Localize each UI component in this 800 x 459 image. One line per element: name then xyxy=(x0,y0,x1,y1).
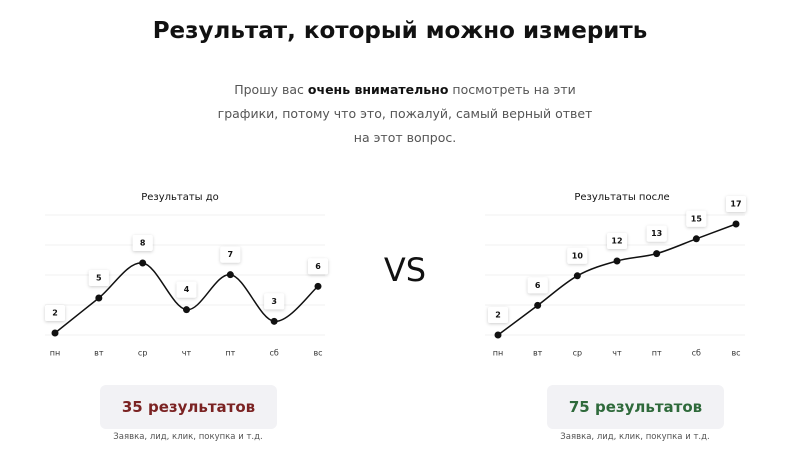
value-label: 6 xyxy=(315,262,321,271)
intro-bold: очень внимательно xyxy=(307,82,449,97)
value-label: 7 xyxy=(228,250,234,259)
point xyxy=(573,272,581,280)
label-box xyxy=(88,270,109,286)
label-box xyxy=(220,246,241,263)
point xyxy=(314,282,322,290)
point xyxy=(270,317,278,325)
label-box xyxy=(726,196,746,212)
value-label: 2 xyxy=(495,311,501,320)
label-box xyxy=(308,258,328,275)
label-box xyxy=(264,293,285,310)
point xyxy=(183,306,190,314)
value-label: 10 xyxy=(572,251,584,260)
label-box xyxy=(646,225,667,242)
value-label: 5 xyxy=(96,274,102,283)
label-box xyxy=(567,247,588,264)
value-label: 2 xyxy=(52,309,58,318)
x-tick-label: вт xyxy=(94,349,104,358)
vs: VS xyxy=(384,251,426,289)
x-tick-label: пн xyxy=(50,349,60,358)
x-tick-label: сб xyxy=(692,349,701,358)
point xyxy=(95,294,103,302)
point xyxy=(534,301,542,309)
x-tick-label: вт xyxy=(533,349,543,358)
value-label: 6 xyxy=(535,281,541,290)
intro: Прошу вас очень внимательно посмотреть н… xyxy=(215,78,595,150)
value-label: 13 xyxy=(651,229,662,238)
x-tick-label: сб xyxy=(269,349,278,358)
intro-text: посмотреть на эти графики, потому что эт… xyxy=(217,82,593,145)
x-tick-label: чт xyxy=(182,349,192,358)
x-tick-label: вс xyxy=(313,349,322,358)
value-label: 15 xyxy=(691,214,703,223)
label-box xyxy=(132,235,153,251)
label-box xyxy=(686,210,707,227)
point xyxy=(692,235,700,243)
value-label: 8 xyxy=(140,239,146,248)
point xyxy=(139,259,147,267)
label-box xyxy=(176,281,197,298)
point xyxy=(732,220,740,228)
chart-title: Результаты до xyxy=(141,192,219,203)
label-box xyxy=(607,233,627,249)
value-label: 3 xyxy=(271,297,277,306)
label-box xyxy=(45,305,65,321)
result-caption: Заявка, лид, клик, покупка и т.д. xyxy=(113,432,263,442)
result-box: 75 результатов xyxy=(547,385,724,429)
chart-title: Результаты после xyxy=(574,192,669,203)
value-label: 4 xyxy=(184,285,190,294)
x-tick-label: ср xyxy=(138,349,147,358)
label-box xyxy=(488,307,508,323)
heading: Результат, который можно измерить xyxy=(152,18,648,44)
point xyxy=(613,257,621,265)
x-tick-label: ср xyxy=(573,349,582,358)
x-tick-label: пт xyxy=(652,349,662,358)
point xyxy=(226,271,234,279)
intro-text: Прошу вас xyxy=(234,82,304,97)
point xyxy=(653,250,661,258)
x-tick-label: чт xyxy=(612,349,622,358)
point xyxy=(51,329,59,337)
result-caption: Заявка, лид, клик, покупка и т.д. xyxy=(560,432,710,442)
value-label: 12 xyxy=(611,237,622,246)
value-label: 17 xyxy=(730,200,741,209)
x-tick-label: пт xyxy=(225,349,235,358)
label-box xyxy=(527,277,548,294)
x-tick-label: вс xyxy=(731,349,740,358)
point xyxy=(494,331,502,339)
result-box: 35 результатов xyxy=(100,385,277,429)
x-tick-label: пн xyxy=(493,349,503,358)
